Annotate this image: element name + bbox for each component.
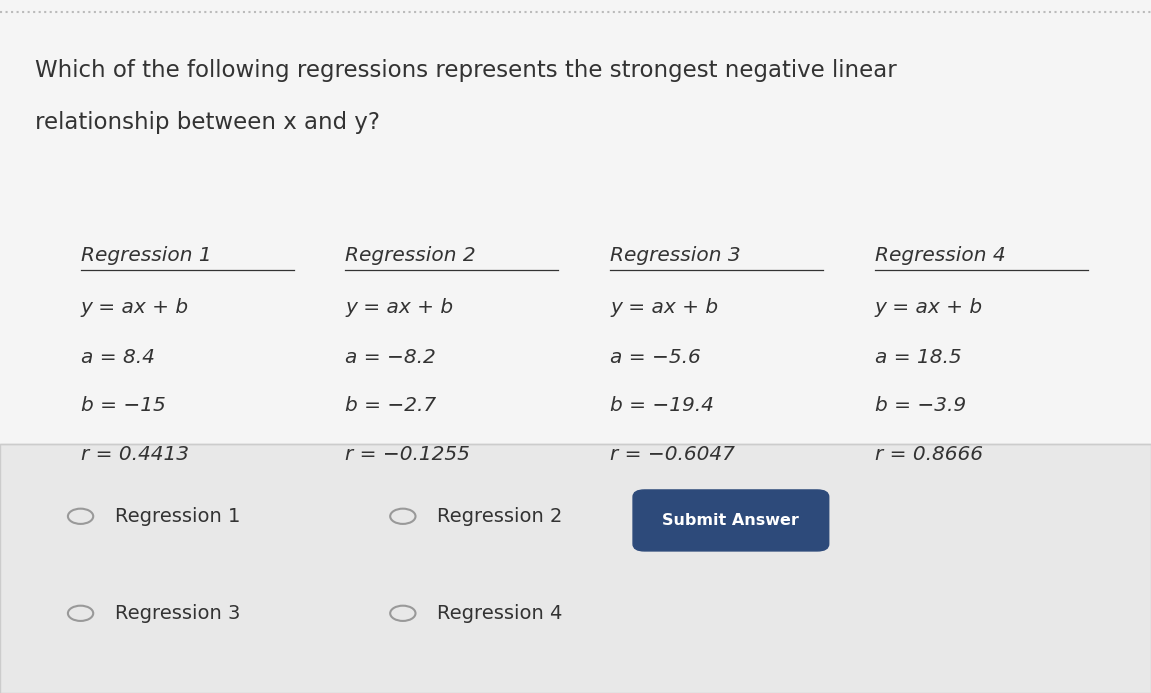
- Text: Regression 4: Regression 4: [875, 246, 1005, 265]
- Text: y = ax + b: y = ax + b: [875, 298, 983, 317]
- FancyBboxPatch shape: [633, 490, 829, 551]
- Text: a = −5.6: a = −5.6: [610, 348, 701, 367]
- Text: Regression 2: Regression 2: [345, 246, 475, 265]
- Text: y = ax + b: y = ax + b: [345, 298, 453, 317]
- Text: y = ax + b: y = ax + b: [610, 298, 718, 317]
- Text: r = −0.1255: r = −0.1255: [345, 445, 470, 464]
- Text: Regression 1: Regression 1: [115, 507, 241, 526]
- Text: y = ax + b: y = ax + b: [81, 298, 189, 317]
- Text: b = −15: b = −15: [81, 396, 166, 415]
- Text: b = −19.4: b = −19.4: [610, 396, 714, 415]
- Text: Submit Answer: Submit Answer: [663, 513, 799, 528]
- Text: a = 8.4: a = 8.4: [81, 348, 154, 367]
- Text: r = 0.4413: r = 0.4413: [81, 445, 189, 464]
- Text: r = 0.8666: r = 0.8666: [875, 445, 983, 464]
- Text: Regression 3: Regression 3: [115, 604, 241, 623]
- Text: a = −8.2: a = −8.2: [345, 348, 436, 367]
- Text: relationship between x and y?: relationship between x and y?: [35, 111, 380, 134]
- Text: b = −2.7: b = −2.7: [345, 396, 436, 415]
- Text: Regression 1: Regression 1: [81, 246, 211, 265]
- FancyBboxPatch shape: [0, 444, 1151, 693]
- Text: a = 18.5: a = 18.5: [875, 348, 961, 367]
- Text: r = −0.6047: r = −0.6047: [610, 445, 734, 464]
- Text: Regression 2: Regression 2: [437, 507, 563, 526]
- Text: Regression 3: Regression 3: [610, 246, 740, 265]
- Text: Regression 4: Regression 4: [437, 604, 563, 623]
- Text: Which of the following regressions represents the strongest negative linear: Which of the following regressions repre…: [35, 59, 897, 82]
- Text: b = −3.9: b = −3.9: [875, 396, 966, 415]
